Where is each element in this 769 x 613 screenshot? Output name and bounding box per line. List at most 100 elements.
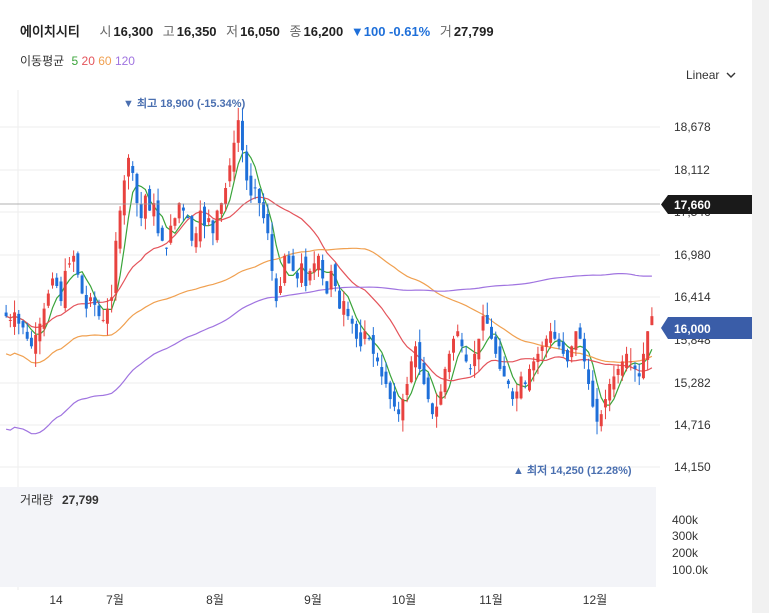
ma-line-60: [5, 247, 653, 364]
price-tick-label: 18,112: [674, 163, 710, 177]
candle-body: [515, 391, 519, 399]
candle-body: [8, 319, 12, 321]
time-tick-label: 8월: [206, 593, 224, 607]
candle-body: [148, 188, 152, 211]
volume-tick-label: 200k: [672, 546, 699, 560]
scale-label: Linear: [686, 68, 720, 82]
candle-body: [468, 368, 472, 370]
candle-body: [502, 365, 506, 377]
candle-body: [519, 376, 523, 399]
price-tick-label: 18,678: [674, 120, 711, 134]
candle-body: [329, 270, 333, 290]
candle-body: [608, 384, 612, 401]
candle-body: [131, 166, 135, 173]
candle-body: [84, 294, 88, 309]
candle-body: [308, 270, 312, 281]
candle-body: [139, 203, 143, 219]
candle-body: [447, 353, 451, 373]
scale-selector[interactable]: Linear: [686, 68, 736, 82]
candle-body: [25, 331, 29, 339]
candle-body: [249, 175, 253, 196]
candle-body: [443, 368, 447, 393]
volume-panel-bg: [0, 487, 656, 587]
time-tick-label: 10월: [392, 593, 416, 607]
moving-average-legend[interactable]: 이동평균 5 20 60 120: [20, 52, 135, 69]
candle-body: [17, 313, 21, 324]
candle-body: [401, 399, 405, 421]
candle-body: [354, 323, 358, 339]
candle-body: [304, 256, 308, 286]
candle-body: [565, 350, 569, 362]
candle-body: [13, 312, 17, 327]
ma-20: 20: [81, 54, 95, 68]
candle-body: [612, 376, 616, 390]
candle-body: [55, 277, 59, 286]
candle-body: [333, 264, 337, 286]
time-tick-label: 11월: [479, 593, 503, 607]
price-tick-label: 14,150: [674, 460, 711, 474]
candle-body: [274, 278, 278, 302]
candle-body: [152, 203, 156, 217]
stock-header: 에이치시티 시 16,300 고 16,350 저 16,050 종 16,200 ▼1…: [20, 21, 494, 40]
candle-body: [528, 368, 531, 391]
candle-body: [245, 151, 249, 181]
candle-body: [599, 414, 603, 427]
price-chart[interactable]: 18,67818,11217,54616,98016,41415,84815,2…: [0, 0, 752, 613]
candle-body: [224, 188, 228, 205]
crosshair-label-bg: [661, 195, 752, 214]
candle-body: [540, 346, 544, 351]
low-label: 저: [226, 24, 239, 39]
candle-body: [371, 335, 375, 354]
price-tick-label: 16,980: [674, 248, 711, 262]
candle-body: [122, 180, 126, 216]
volume-panel-title: 거래량: [20, 493, 53, 507]
ma-120: 120: [114, 54, 135, 68]
change-value: ▼100 -0.61%: [350, 24, 431, 39]
volume-label: 거: [439, 24, 452, 39]
candle-body: [181, 207, 185, 211]
ma-60: 60: [98, 54, 112, 68]
scrollbar[interactable]: [752, 0, 769, 613]
candle-body: [637, 373, 641, 377]
candle-body: [173, 218, 177, 226]
candle-body: [409, 361, 413, 383]
candle-body: [72, 255, 76, 262]
price-tick-label: 16,414: [674, 290, 711, 304]
candle-body: [464, 354, 468, 362]
candle-body: [67, 263, 71, 265]
moving-average-lines: [5, 151, 653, 435]
time-tick-label: 7월: [106, 593, 124, 607]
candle-body: [211, 220, 215, 234]
candle-body: [616, 368, 620, 375]
candle-body: [325, 281, 329, 294]
candle-body: [439, 391, 443, 405]
candle-body: [338, 290, 342, 309]
candle-body: [266, 213, 270, 234]
candle-body: [650, 316, 654, 326]
candle-body: [253, 187, 257, 189]
candle-body: [169, 225, 173, 243]
candle-body: [80, 275, 84, 294]
candle-body: [342, 301, 346, 315]
close-value: 16,200: [303, 24, 344, 39]
time-axis: 14 7월 8월 9월 10월 11월 12월: [49, 593, 607, 607]
candle-body: [456, 331, 460, 337]
candle-body: [283, 255, 287, 284]
candle-body: [625, 353, 629, 369]
candle-body: [287, 255, 291, 264]
candle-body: [570, 346, 574, 358]
candle-body: [629, 361, 633, 363]
candle-body: [194, 233, 198, 248]
candle-body: [240, 120, 244, 151]
candle-body: [42, 308, 46, 329]
open-value: 16,300: [113, 24, 154, 39]
candle-body: [38, 323, 42, 342]
candle-body: [110, 297, 114, 301]
moving-average-title: 이동평균: [20, 54, 65, 68]
candle-body: [506, 380, 510, 384]
candle-body: [388, 382, 392, 400]
current-price-bg: [661, 317, 752, 339]
candle-body: [63, 270, 67, 309]
candle-body: [359, 332, 363, 347]
candle-body: [321, 259, 325, 279]
